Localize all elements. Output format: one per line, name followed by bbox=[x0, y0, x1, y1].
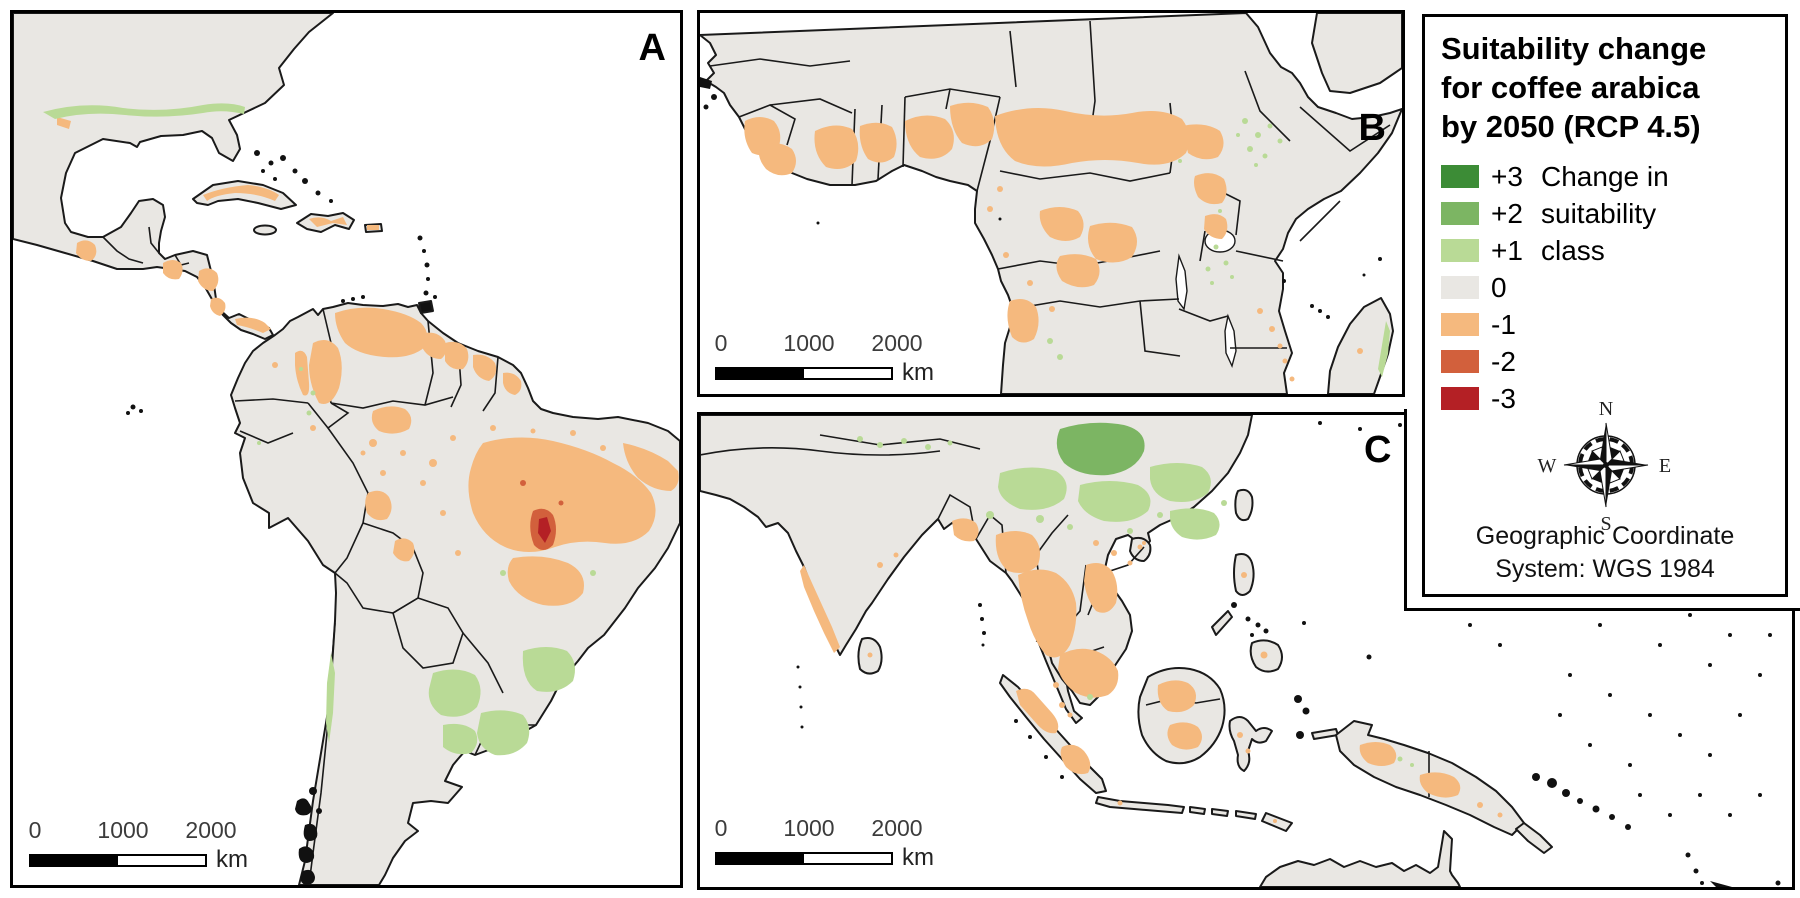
scalebar-bar bbox=[29, 853, 207, 867]
country-borders bbox=[709, 20, 1391, 357]
coordinate-system-note: Geographic Coordinate System: WGS 1984 bbox=[1475, 522, 1735, 583]
legend-item: +3 Change in bbox=[1441, 158, 1771, 195]
suitability-green-patches bbox=[43, 103, 596, 756]
legend-item: -3 bbox=[1441, 380, 1771, 417]
lakes bbox=[1175, 229, 1237, 369]
island-madagascar bbox=[1327, 297, 1394, 394]
legend-item: +2 suitability bbox=[1441, 195, 1771, 232]
scalebar-tick: 1000 bbox=[97, 817, 149, 843]
compass-north-label: N bbox=[1599, 399, 1613, 420]
compass-south-label: S bbox=[1600, 513, 1611, 533]
suitability-green-patches bbox=[1047, 118, 1390, 377]
legend-value: +1 bbox=[1491, 234, 1523, 266]
island-cuba bbox=[192, 180, 297, 210]
island-trinidad bbox=[418, 300, 434, 314]
map-panel-c: C 0 1000 2000 km bbox=[697, 412, 1795, 890]
legend-swatch-minus2 bbox=[1441, 350, 1479, 373]
compass-west-label: W bbox=[1538, 455, 1557, 477]
scalebar-tick: 2000 bbox=[871, 330, 923, 356]
compass-rose-icon: N S W E bbox=[1538, 399, 1672, 533]
suitability-minus2-minus3-patches bbox=[520, 480, 564, 550]
legend-item: +1 class bbox=[1441, 232, 1771, 269]
small-islands bbox=[126, 150, 437, 885]
landmass-arabia bbox=[1311, 13, 1402, 94]
scalebar-unit: km bbox=[216, 846, 248, 873]
legend-value: +3 bbox=[1491, 160, 1523, 192]
legend-value: +2 bbox=[1491, 197, 1523, 229]
map-legend: Suitability change for coffee arabica by… bbox=[1422, 14, 1788, 597]
island-taiwan bbox=[1234, 488, 1254, 522]
legend-value: -2 bbox=[1491, 345, 1516, 377]
legend-annotation: Change in bbox=[1541, 160, 1669, 192]
island-sulawesi bbox=[1228, 716, 1273, 772]
scalebar-tick: 1000 bbox=[783, 815, 835, 841]
island-jamaica bbox=[253, 224, 277, 236]
legend-annotation: suitability bbox=[1541, 197, 1657, 229]
legend-swatch-plus3 bbox=[1441, 165, 1479, 188]
legend-annotation: class bbox=[1541, 234, 1605, 266]
scalebar-tick: 0 bbox=[714, 815, 728, 841]
landmass-australia bbox=[1259, 830, 1461, 887]
map-c-svg bbox=[700, 415, 1782, 887]
island-java bbox=[1095, 796, 1185, 814]
legend-value: 0 bbox=[1491, 271, 1507, 303]
suitability-minus1-patches bbox=[744, 102, 1363, 382]
scalebar-tick: 1000 bbox=[783, 330, 835, 356]
scalebar-tick: 2000 bbox=[185, 817, 237, 843]
panel-c-scalebar: 0 1000 2000 km bbox=[714, 815, 955, 871]
legend-value: -3 bbox=[1491, 382, 1516, 414]
legend-swatch-minus1 bbox=[1441, 313, 1479, 336]
scalebar-tick: 0 bbox=[28, 817, 42, 843]
legend-items: +3 Change in +2 suitability +1 class 0 -… bbox=[1441, 158, 1771, 417]
compass-east-label: E bbox=[1659, 455, 1671, 477]
panel-a-label: A bbox=[638, 27, 666, 69]
scalebar-tick: 2000 bbox=[871, 815, 923, 841]
panel-b-label: B bbox=[1358, 107, 1386, 149]
map-a-svg bbox=[13, 13, 680, 885]
suitability-minus1-patches bbox=[800, 518, 1503, 823]
legend-value: -1 bbox=[1491, 308, 1516, 340]
scalebar-bar bbox=[715, 851, 893, 865]
legend-item: -1 bbox=[1441, 306, 1771, 343]
landmass-north-america bbox=[13, 13, 334, 340]
legend-item: -2 bbox=[1441, 343, 1771, 380]
scalebar-unit: km bbox=[902, 844, 934, 871]
scalebar-bar bbox=[715, 366, 893, 380]
map-b-svg bbox=[700, 13, 1402, 394]
legend-item: 0 bbox=[1441, 269, 1771, 306]
landmass-south-america bbox=[230, 302, 680, 885]
map-panel-b: B 0 1000 2000 km bbox=[697, 10, 1405, 397]
legend-swatch-plus2 bbox=[1441, 202, 1479, 225]
suitability-minus1-patches bbox=[57, 117, 679, 606]
legend-swatch-minus3 bbox=[1441, 387, 1479, 410]
legend-title: Suitability change for coffee arabica by… bbox=[1441, 31, 1707, 144]
scalebar-tick: 0 bbox=[714, 330, 728, 356]
scalebar-unit: km bbox=[902, 359, 934, 386]
panel-c-label: C bbox=[1364, 429, 1392, 471]
small-islands bbox=[700, 77, 1382, 319]
map-panel-a: A 0 1000 2000 km bbox=[10, 10, 683, 888]
suitability-green-patches bbox=[857, 422, 1414, 767]
legend-swatch-plus1 bbox=[1441, 239, 1479, 262]
island-timor bbox=[1261, 812, 1293, 832]
legend-swatch-0 bbox=[1441, 276, 1479, 299]
panel-b-scalebar: 0 1000 2000 km bbox=[714, 330, 955, 386]
panel-a-scalebar: 0 1000 2000 km bbox=[28, 817, 269, 873]
